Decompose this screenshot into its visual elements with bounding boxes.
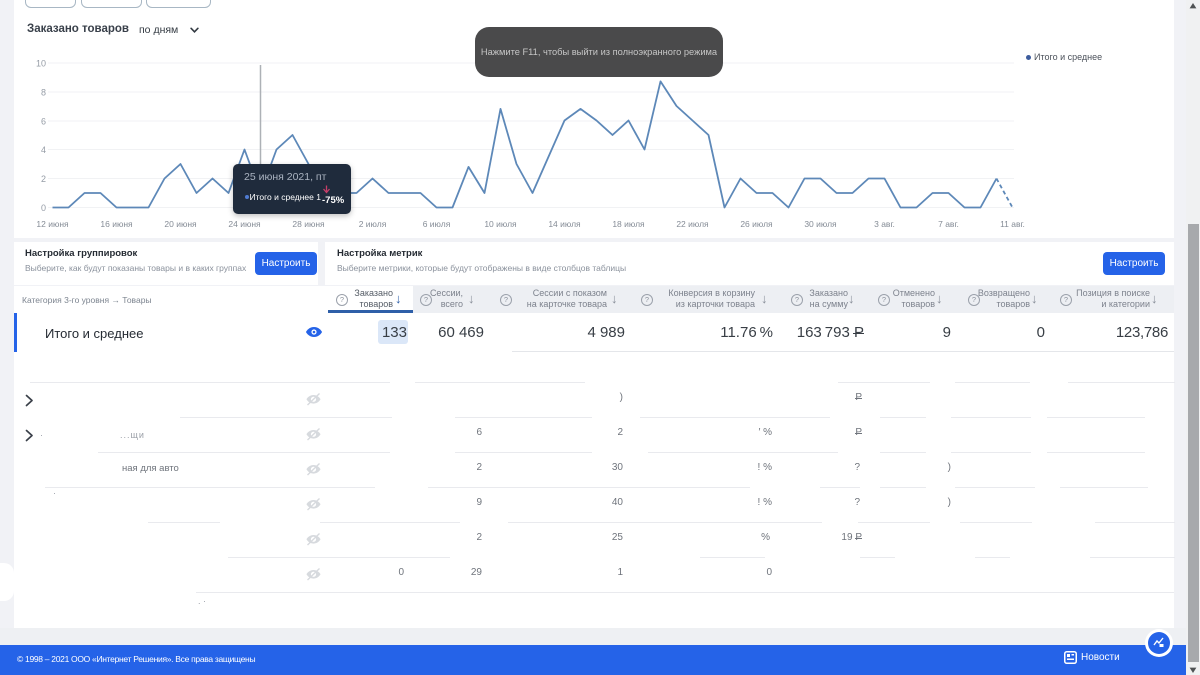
svg-text:11 авг.: 11 авг. bbox=[1000, 219, 1025, 229]
svg-text:16 июня: 16 июня bbox=[100, 219, 133, 229]
svg-text:10 июля: 10 июля bbox=[484, 219, 517, 229]
svg-text:10: 10 bbox=[36, 59, 46, 69]
svg-text:12 июня: 12 июня bbox=[36, 219, 69, 229]
svg-text:30 июля: 30 июля bbox=[804, 219, 837, 229]
svg-text:6 июля: 6 июля bbox=[423, 219, 451, 229]
svg-text:14 июля: 14 июля bbox=[548, 219, 581, 229]
svg-text:20 июня: 20 июня bbox=[164, 219, 197, 229]
svg-text:2: 2 bbox=[41, 174, 46, 184]
svg-text:28 июня: 28 июня bbox=[292, 219, 325, 229]
svg-text:8: 8 bbox=[41, 88, 46, 98]
svg-text:0: 0 bbox=[41, 203, 46, 213]
svg-text:4: 4 bbox=[41, 145, 46, 155]
svg-text:3 авг.: 3 авг. bbox=[874, 219, 895, 229]
svg-text:22 июля: 22 июля bbox=[676, 219, 709, 229]
svg-text:7 авг.: 7 авг. bbox=[938, 219, 959, 229]
svg-text:26 июля: 26 июля bbox=[740, 219, 773, 229]
svg-text:6: 6 bbox=[41, 117, 46, 127]
svg-text:24 июня: 24 июня bbox=[228, 219, 261, 229]
svg-text:18 июля: 18 июля bbox=[612, 219, 645, 229]
svg-text:2 июля: 2 июля bbox=[359, 219, 387, 229]
